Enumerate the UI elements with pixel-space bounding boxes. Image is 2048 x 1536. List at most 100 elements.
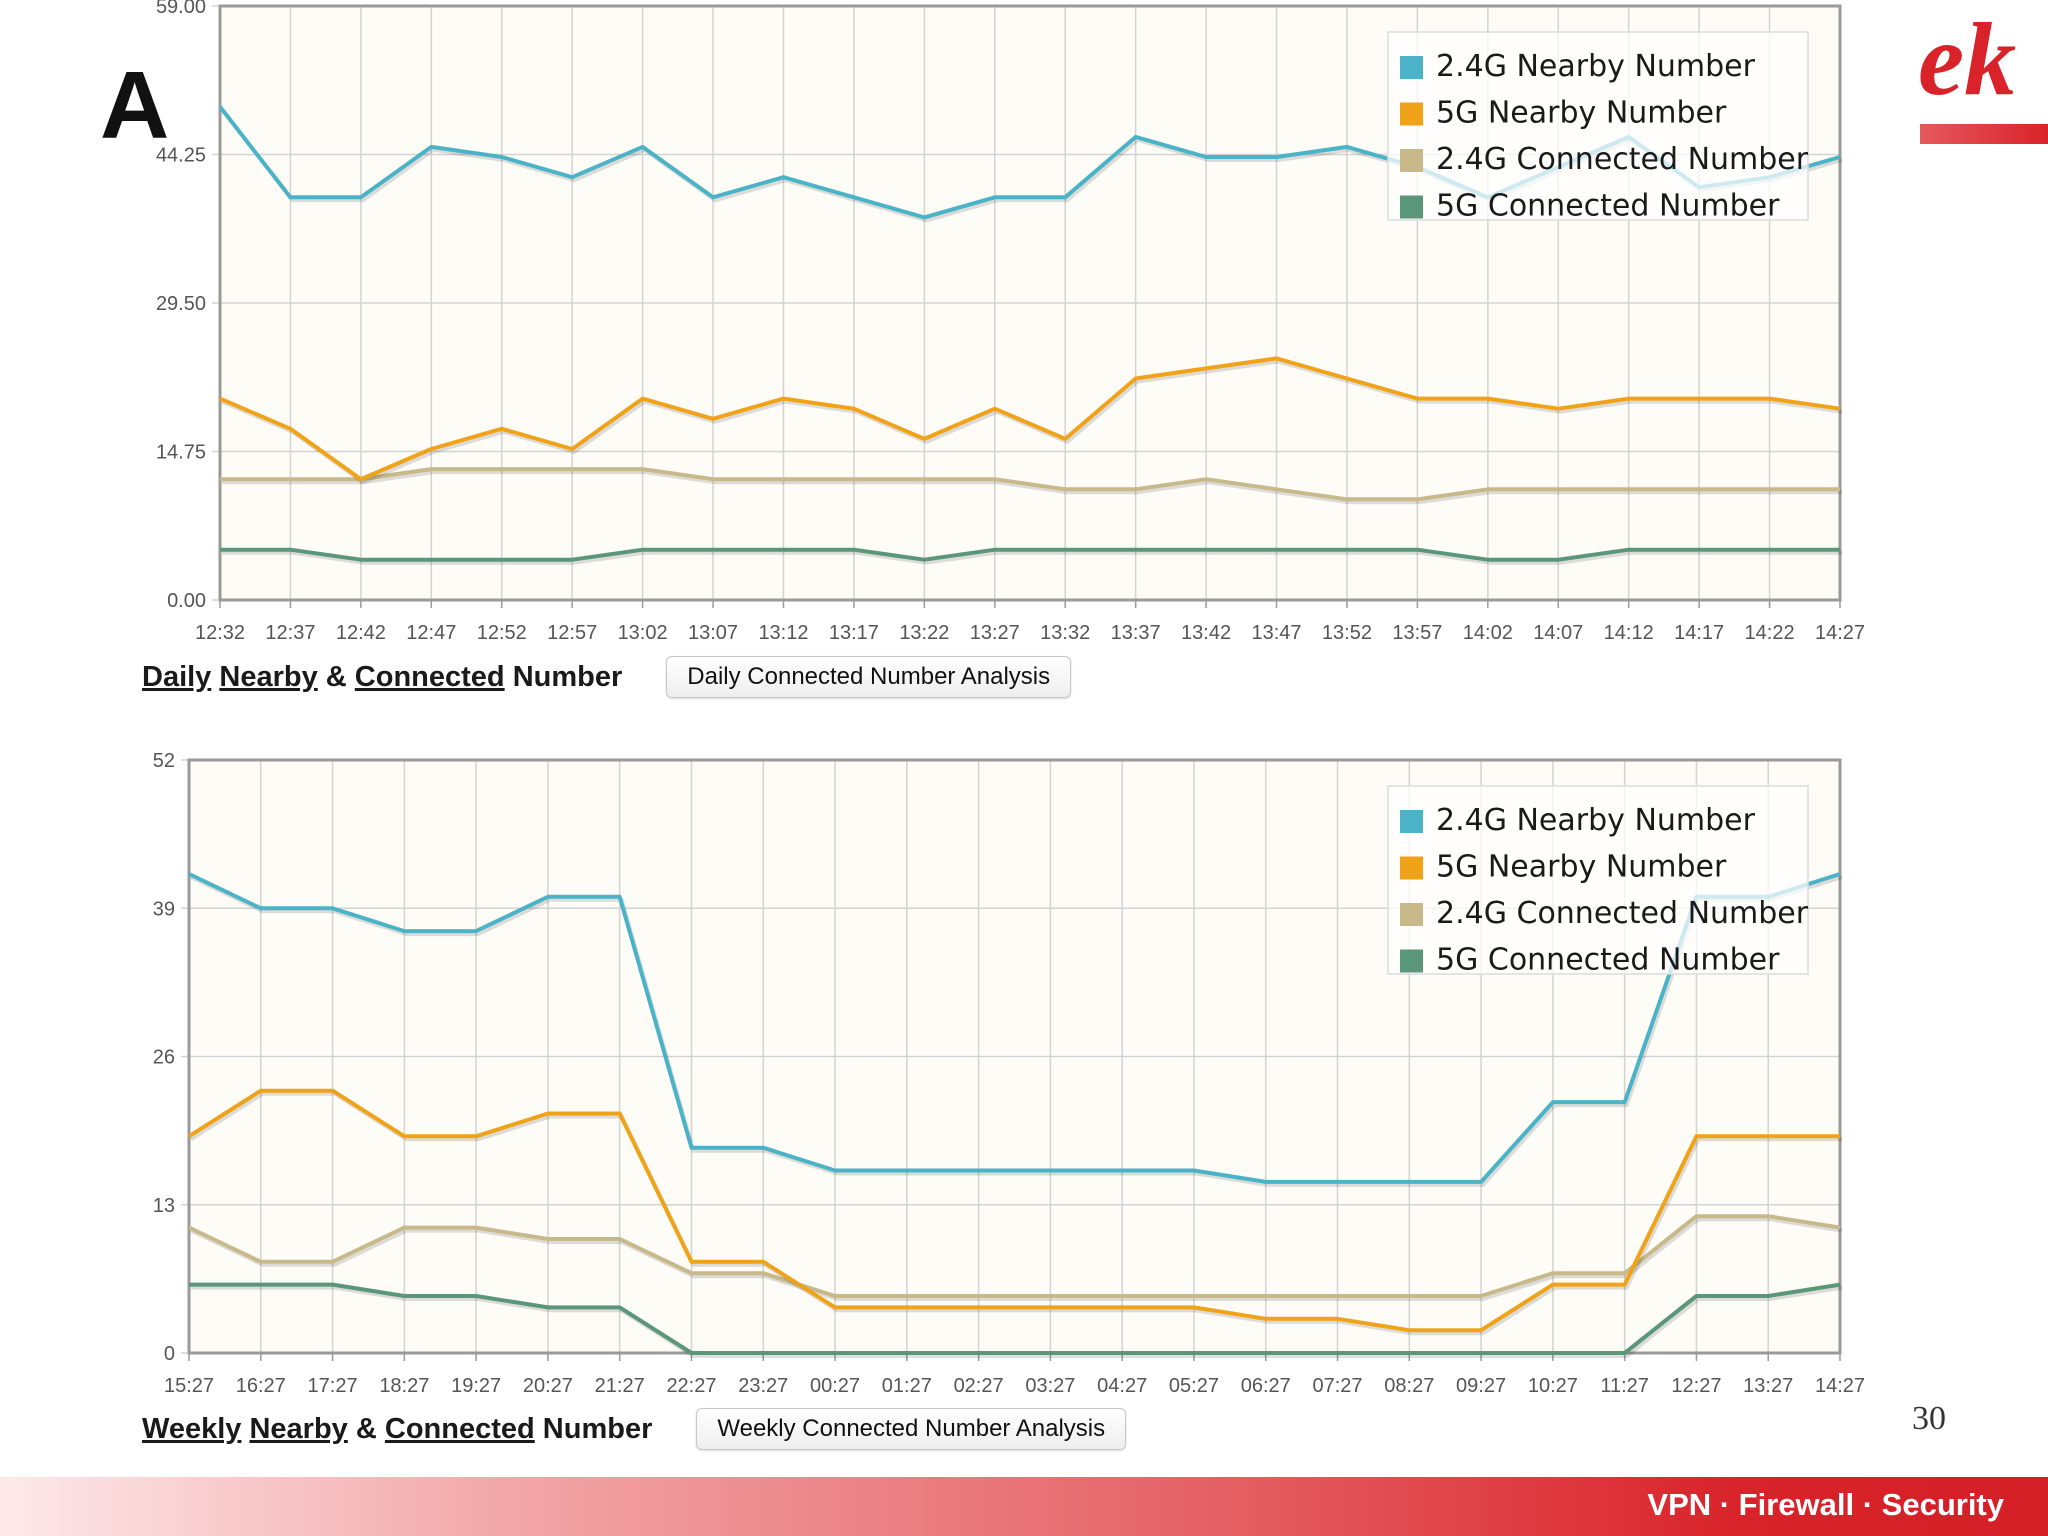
daily-x-tick-label: 13:32 — [1040, 622, 1090, 644]
weekly-legend-label: 5G Nearby Number — [1436, 850, 1727, 885]
daily-caption-tail: Number — [512, 660, 623, 693]
weekly-legend-swatch — [1400, 856, 1423, 880]
daily-x-tick-label: 14:22 — [1745, 622, 1795, 644]
footer-tagline: VPN · Firewall · Security — [1647, 1487, 2004, 1522]
weekly-chart-panel: 0 13 26 39 52 15:27 16:27 17:27 18:27 19:27 20:27 2… — [0, 740, 1880, 1460]
daily-plot-border — [218, 4, 1842, 602]
weekly-legend-swatch — [1400, 810, 1423, 833]
weekly-analysis-button[interactable]: Weekly Connected Number Analysis — [696, 1408, 1127, 1450]
weekly-x-tick-label: 04:27 — [1097, 1375, 1147, 1397]
daily-x-tick-label: 12:42 — [336, 622, 386, 644]
daily-legend-label: 2.4G Nearby Number — [1436, 49, 1756, 84]
weekly-caption-amp: & — [355, 1412, 377, 1445]
weekly-y-tick-label: 13 — [153, 1195, 175, 1217]
weekly-x-tick-label: 23:27 — [738, 1375, 788, 1397]
daily-x-tick-label: 12:32 — [195, 622, 245, 644]
daily-x-tick-label: 13:27 — [970, 622, 1020, 644]
daily-legend-swatch — [1400, 102, 1423, 126]
weekly-x-tick-label: 12:27 — [1671, 1375, 1721, 1397]
weekly-x-tick-label: 16:27 — [236, 1375, 286, 1397]
weekly-x-tick-label: 06:27 — [1241, 1375, 1291, 1397]
daily-x-tick-label: 13:02 — [618, 622, 668, 644]
daily-x-tick-label: 13:52 — [1322, 622, 1372, 644]
weekly-legend-box — [1387, 785, 1809, 975]
daily-caption: Daily Nearby & Connected Number — [142, 661, 622, 694]
daily-legend-label: 5G Connected Number — [1436, 189, 1780, 224]
weekly-x-tick-label: 11:27 — [1600, 1375, 1649, 1397]
weekly-legend-label: 2.4G Nearby Number — [1436, 803, 1756, 838]
daily-x-tick-label: 13:47 — [1251, 622, 1301, 644]
daily-caption-word-3: Connected — [354, 660, 505, 693]
weekly-5g-connected-number-shadow — [191, 1285, 1843, 1358]
slide-title-fragment: A — [100, 52, 170, 159]
weekly-x-tick-label: 20:27 — [523, 1375, 573, 1397]
weekly-24g-connected-number-shadow — [190, 1217, 1843, 1301]
weekly-caption-word-2: Nearby — [249, 1412, 348, 1445]
daily-y-tick-label: 0.00 — [167, 590, 206, 612]
weekly-x-tick-label: 13:27 — [1743, 1375, 1793, 1397]
daily-x-tick-label: 12:52 — [477, 622, 527, 644]
weekly-caption-word-1: Weekly — [142, 1412, 242, 1445]
daily-caption-row: Daily Nearby & Connected Number Daily Co… — [142, 656, 1072, 698]
daily-x-tick-label: 14:27 — [1815, 622, 1865, 644]
weekly-y-tick-label: 26 — [153, 1047, 175, 1069]
daily-x-tick-label: 13:22 — [899, 622, 949, 644]
brand-logo-fragment: ek — [1918, 2, 2017, 117]
weekly-24g-nearby-number-shadow — [190, 875, 1843, 1187]
weekly-x-tick-label: 09:27 — [1456, 1375, 1506, 1397]
daily-x-tick-label: 14:17 — [1674, 622, 1724, 644]
weekly-x-tick-label: 00:27 — [810, 1375, 860, 1397]
weekly-24g-connected-number-line — [188, 1214, 1841, 1298]
weekly-x-tick-label: 18:27 — [379, 1375, 429, 1397]
daily-caption-amp: & — [325, 660, 347, 693]
weekly-y-tick-label: 0 — [164, 1343, 175, 1365]
daily-analysis-button[interactable]: Daily Connected Number Analysis — [666, 656, 1072, 698]
weekly-caption: Weekly Nearby & Connected Number — [142, 1413, 652, 1446]
daily-x-tick-label: 13:07 — [688, 622, 738, 644]
weekly-x-tick-label: 08:27 — [1384, 1375, 1434, 1397]
daily-x-tick-label: 12:57 — [547, 622, 597, 644]
daily-legend-swatch — [1400, 56, 1423, 79]
daily-x-tick-label: 13:17 — [829, 622, 879, 644]
weekly-x-tick-label: 03:27 — [1025, 1375, 1075, 1397]
daily-chart: 0.00 14.75 29.50 44.25 59.00 12:32 12:37 12:42 1… — [156, 0, 1865, 644]
brand-accent-bar — [1920, 124, 2048, 144]
daily-legend-swatch — [1400, 195, 1423, 219]
weekly-x-tick-label: 02:27 — [954, 1375, 1004, 1397]
daily-24g-connected-number-line — [220, 467, 1840, 502]
weekly-legend-label: 2.4G Connected Number — [1436, 896, 1809, 931]
daily-x-tick-label: 13:42 — [1181, 622, 1231, 644]
daily-5g-connected-number-shadow — [222, 550, 1842, 565]
weekly-caption-tail: Number — [542, 1412, 653, 1445]
daily-caption-word-1: Daily — [142, 660, 212, 693]
page-number: 30 — [1912, 1400, 1946, 1437]
daily-legend-label: 2.4G Connected Number — [1436, 142, 1809, 177]
daily-legend: 2.4G Nearby Number 5G Nearby Number 2.4G C… — [1387, 31, 1809, 224]
weekly-x-tick-label: 10:27 — [1528, 1375, 1578, 1397]
weekly-legend-swatch — [1400, 949, 1423, 973]
daily-y-tick-label: 14.75 — [156, 442, 206, 464]
weekly-legend-label: 5G Connected Number — [1436, 943, 1780, 978]
weekly-5g-nearby-number-line — [187, 1088, 1840, 1333]
daily-y-tick-label: 44.25 — [156, 145, 206, 167]
daily-legend-box — [1387, 31, 1809, 221]
daily-5g-nearby-number-line — [219, 356, 1841, 482]
weekly-x-tick-label: 14:27 — [1815, 1375, 1865, 1397]
daily-x-tick-label: 13:57 — [1392, 622, 1442, 644]
weekly-x-tick-label: 15:27 — [164, 1375, 214, 1397]
daily-x-tick-label: 12:47 — [406, 622, 456, 644]
daily-chart-panel: 0.00 14.75 29.50 44.25 59.00 12:32 12:37 12:42 1… — [0, 0, 1880, 720]
weekly-y-tick-label: 39 — [153, 898, 175, 920]
footer-bar: VPN · Firewall · Security — [0, 1477, 2048, 1536]
weekly-caption-word-3: Connected — [384, 1412, 535, 1445]
daily-y-tick-label: 29.50 — [156, 293, 206, 315]
daily-5g-connected-number-line — [220, 547, 1840, 562]
weekly-caption-row: Weekly Nearby & Connected Number Weekly … — [142, 1408, 1127, 1450]
weekly-chart: 0 13 26 39 52 15:27 16:27 17:27 18:27 19:27 20:27 2… — [153, 750, 1865, 1397]
daily-y-tick-label: 59.00 — [156, 0, 206, 18]
weekly-24g-nearby-number-line — [188, 872, 1841, 1184]
daily-legend-label: 5G Nearby Number — [1436, 96, 1727, 131]
weekly-x-tick-label: 22:27 — [666, 1375, 716, 1397]
daily-x-tick-label: 14:12 — [1604, 622, 1654, 644]
